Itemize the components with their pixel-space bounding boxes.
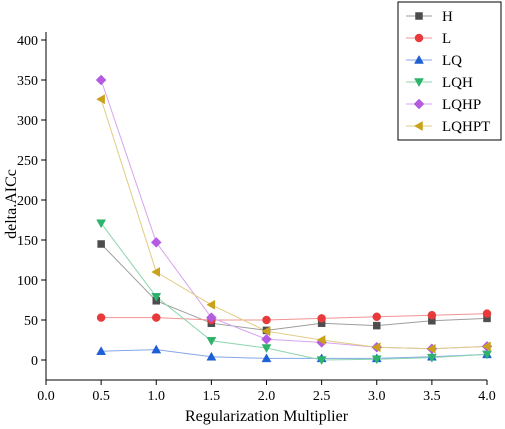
legend-marker-lqhpt xyxy=(413,121,423,131)
x-tick-label: 0.5 xyxy=(92,389,110,404)
legend-label: LQ xyxy=(442,53,462,69)
y-tick-label: 200 xyxy=(17,194,38,209)
x-tick-label: 3.5 xyxy=(423,389,441,404)
legend-marker-l xyxy=(414,33,424,43)
data-point-lqhpt xyxy=(316,335,326,345)
y-tick-label: 300 xyxy=(17,114,38,129)
y-tick-label: 50 xyxy=(24,314,38,329)
legend-marker-lqh xyxy=(414,78,424,88)
y-tick-label: 0 xyxy=(31,354,38,369)
data-point-h xyxy=(97,240,105,248)
data-point-l xyxy=(262,315,271,325)
data-point-lqhp xyxy=(261,333,272,345)
data-point-lqhpt xyxy=(426,343,436,354)
legend-label: LQHPT xyxy=(442,119,490,135)
x-axis-title: Regularization Multiplier xyxy=(185,408,349,425)
legend-marker-lqhp xyxy=(413,98,425,110)
data-point-l xyxy=(372,312,381,322)
y-axis-title: delta.AICc xyxy=(3,169,20,239)
data-point-lqh xyxy=(151,293,162,302)
data-point-lqhpt xyxy=(96,94,105,105)
data-point-l xyxy=(427,310,437,320)
data-point-l xyxy=(96,313,106,322)
data-point-lqhpt xyxy=(261,326,271,337)
data-point-lqhp xyxy=(150,237,162,248)
y-tick-label: 250 xyxy=(17,154,38,169)
data-point-lqh xyxy=(316,356,327,366)
y-tick-label: 150 xyxy=(17,234,38,249)
data-point-lq xyxy=(261,353,272,363)
data-point-lq xyxy=(206,351,217,361)
data-point-lqh xyxy=(96,219,107,229)
legend-label: LQHP xyxy=(442,97,481,113)
x-tick-label: 2.5 xyxy=(313,389,331,404)
x-tick-label: 2.0 xyxy=(258,389,276,404)
data-point-l xyxy=(317,314,326,323)
y-tick-label: 400 xyxy=(17,34,38,49)
data-point-lq xyxy=(96,346,107,355)
legend-marker-lq xyxy=(414,54,424,64)
y-ticks: 0 50 100 150 200 250 300 350 400 xyxy=(17,34,46,369)
data-point-lqh xyxy=(206,337,217,346)
series-line-lqh xyxy=(100,222,488,361)
data-point-lqhp xyxy=(95,74,107,86)
data-point-lqhp xyxy=(206,312,217,323)
data-point-lqh xyxy=(371,355,382,365)
x-ticks: 0.0 0.5 1.0 1.5 2.0 2.5 3.0 3.5 4.0 xyxy=(37,380,496,404)
x-tick-label: 1.0 xyxy=(148,389,166,404)
y-tick-label: 350 xyxy=(17,74,38,89)
data-point-lqhpt xyxy=(481,341,491,352)
series-lines xyxy=(100,79,488,361)
y-tick-label: 100 xyxy=(17,274,38,289)
x-tick-label: 3.0 xyxy=(368,389,386,404)
legend-box xyxy=(397,1,502,141)
data-point-l xyxy=(482,309,492,318)
legend: HL LQ LQH LQHP LQHPT xyxy=(397,1,502,141)
data-point-h xyxy=(373,321,381,330)
data-point-lqhpt xyxy=(206,299,216,310)
x-tick-label: 4.0 xyxy=(478,389,496,404)
legend-marker-h xyxy=(415,12,423,20)
x-tick-label: 0.0 xyxy=(37,389,55,404)
series-line-lq xyxy=(101,349,488,359)
data-point-lqhpt xyxy=(151,267,160,277)
series-markers xyxy=(95,74,493,366)
series-line-l xyxy=(101,313,488,321)
data-point-l xyxy=(152,313,161,322)
x-tick-label: 1.5 xyxy=(203,389,221,404)
data-point-lqhpt xyxy=(371,342,381,353)
legend-label: L xyxy=(442,31,451,47)
legend-label: H xyxy=(442,9,453,25)
data-point-lq xyxy=(151,344,162,354)
series-line-lqhpt xyxy=(100,99,488,350)
legend-label: LQH xyxy=(442,75,473,91)
